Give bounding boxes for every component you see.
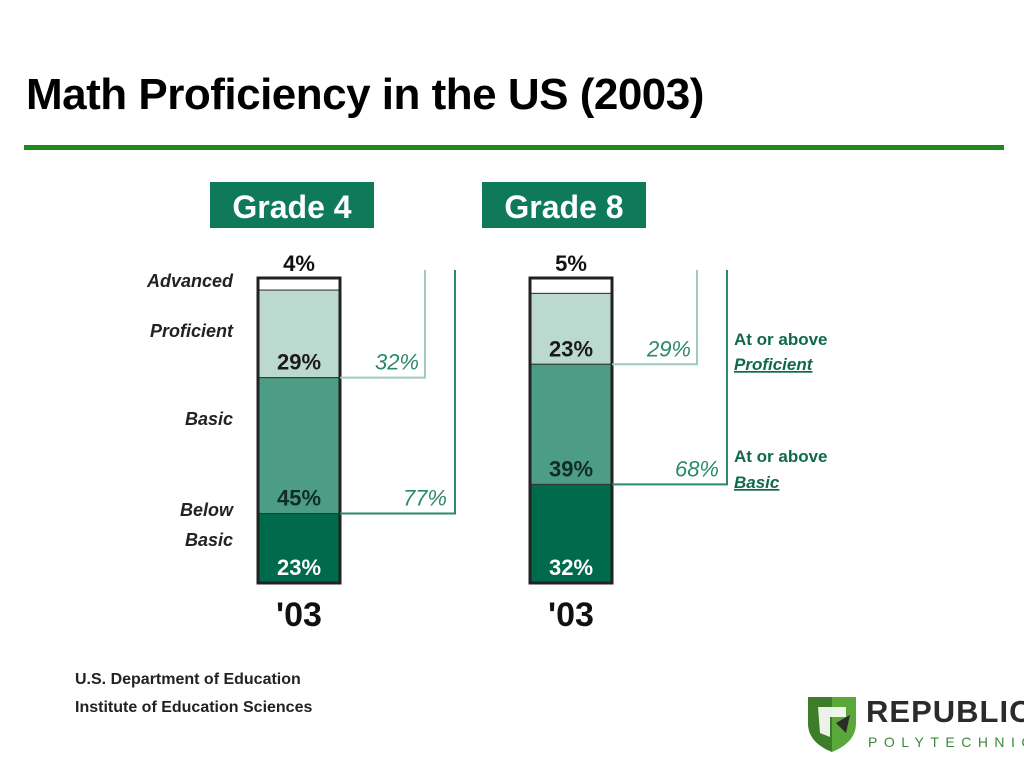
grade-8-year-label: '03 <box>548 596 594 634</box>
grade-4-year-label: '03 <box>276 596 322 634</box>
grade-4-basic-value: 45% <box>277 486 321 511</box>
grade-8-basic-value: 39% <box>549 456 593 481</box>
annotation-basic-line2: Basic <box>734 473 780 492</box>
grade-4-advanced-value: 4% <box>283 251 315 276</box>
annotation-proficient-line1: At or above <box>734 330 828 349</box>
grade-8-below-basic-value: 32% <box>549 555 593 580</box>
level-label-below-basic-line2: Basic <box>185 530 233 550</box>
grade-4-proficient-value: 29% <box>277 350 321 375</box>
grade-8-advanced-value: 5% <box>555 251 587 276</box>
grade-4-below-basic-value: 23% <box>277 555 321 580</box>
credit-line-2: Institute of Education Sciences <box>75 699 313 716</box>
grade-4-at-or-above-proficient-value: 32% <box>375 350 419 375</box>
grade-8-bar-basic <box>529 363 613 485</box>
grade-4-bar-outline <box>256 276 342 585</box>
proficiency-stacked-bar-chart: Grade 4 4% 29% 45% 23% 32% 77% '03 Grade 8 5% 23% 3… <box>146 182 828 634</box>
grade-4-at-or-above-basic-value: 77% <box>403 486 447 511</box>
annotation-proficient-line2: Proficient <box>734 355 814 374</box>
level-label-basic: Basic <box>185 409 233 429</box>
grade-8-proficient-bracket <box>612 270 698 366</box>
grade-4-bar-advanced <box>257 277 341 291</box>
grade-8-bar-advanced <box>529 277 613 294</box>
grade-8-proficient-value: 23% <box>549 336 593 361</box>
grade-8-at-or-above-basic-value: 68% <box>675 456 719 481</box>
grade-8-title-box <box>482 182 646 228</box>
level-label-advanced: Advanced <box>146 271 234 291</box>
grade-4-title: Grade 4 <box>232 189 351 225</box>
grade-4-bar-proficient <box>257 289 341 379</box>
annotation-basic-line1: At or above <box>734 447 828 466</box>
level-label-proficient: Proficient <box>150 321 234 341</box>
shield-logo-icon <box>808 697 856 752</box>
grade-4-proficient-bracket <box>340 270 426 379</box>
grade-8-basic-bracket <box>612 270 728 486</box>
grade-4-title-box <box>210 182 374 228</box>
logo-name: REPUBLIC <box>866 694 1024 729</box>
grade-8-at-or-above-proficient-value: 29% <box>646 336 691 361</box>
slide-title: Math Proficiency in the US (2003) <box>26 70 704 119</box>
title-divider <box>24 145 1004 150</box>
source-credit: U.S. Department of Education Institute o… <box>75 666 312 722</box>
level-label-below-basic: Below <box>180 500 234 520</box>
grade-4-basic-bracket <box>340 270 456 515</box>
logo-subtitle: POLYTECHNIC <box>868 734 1024 750</box>
republic-polytechnic-logo: REPUBLIC POLYTECHNIC <box>806 690 1024 756</box>
credit-line-1: U.S. Department of Education <box>75 671 301 688</box>
grade-8-title: Grade 8 <box>504 189 623 225</box>
grade-8-bar-outline <box>528 276 614 585</box>
